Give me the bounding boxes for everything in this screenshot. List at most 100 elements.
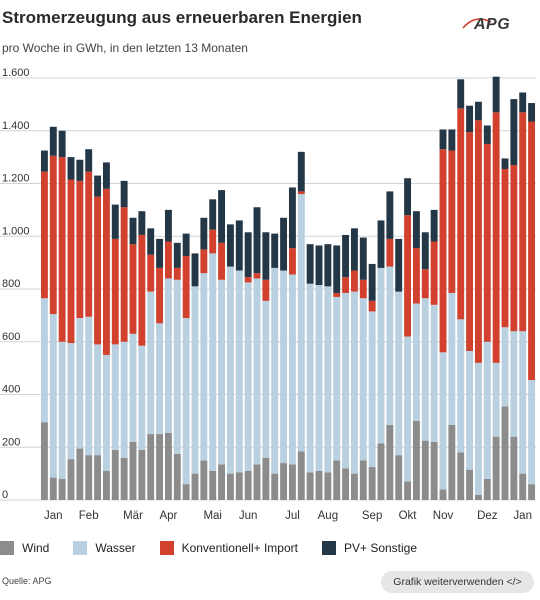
- bar-konventionell: [359, 279, 367, 299]
- bar-pv: [129, 217, 137, 245]
- bar-wind: [288, 464, 296, 500]
- bar-wind: [342, 468, 350, 500]
- x-tick-label: Feb: [79, 510, 99, 522]
- bar-pv: [350, 228, 358, 271]
- bar-wind: [200, 460, 208, 500]
- bar-wasser: [474, 362, 482, 495]
- bar-wind: [280, 463, 288, 500]
- bar-pv: [492, 76, 500, 113]
- bar-wasser: [421, 298, 429, 441]
- bar-wind: [421, 440, 429, 500]
- bar-pv: [528, 103, 536, 122]
- bar-konventionell: [421, 269, 429, 299]
- y-tick-label: 200: [2, 436, 20, 448]
- bar-pv: [297, 151, 305, 192]
- bar-pv: [271, 233, 279, 268]
- bar-wind: [182, 484, 190, 500]
- bar-wind: [466, 469, 474, 500]
- chart-title: Stromerzeugung aus erneuerbaren Energien: [2, 8, 362, 27]
- bar-pv: [67, 157, 75, 180]
- legend: Wind Wasser Konventionell+ Import PV+ So…: [0, 541, 441, 555]
- bar-pv: [342, 234, 350, 278]
- bar-pv: [386, 191, 394, 239]
- bar-wind: [253, 464, 261, 500]
- x-tick-label: Nov: [433, 510, 454, 522]
- bar-konventionell: [386, 238, 394, 267]
- bar-wind: [404, 481, 412, 500]
- x-tick-label: Apr: [159, 510, 177, 522]
- bar-wasser: [218, 279, 226, 465]
- bar-wasser: [200, 273, 208, 461]
- bar-wasser: [226, 266, 234, 474]
- bar-wasser: [235, 270, 243, 473]
- bar-wasser: [138, 345, 146, 450]
- bar-konventionell: [102, 188, 110, 355]
- bar-wind: [102, 470, 110, 500]
- bar-wasser: [324, 286, 332, 473]
- apg-logo-icon: [462, 18, 492, 29]
- y-tick-label: 1.200: [2, 173, 30, 185]
- chart-subtitle: pro Woche in GWh, in den letzten 13 Mona…: [2, 41, 248, 55]
- bar-wasser: [350, 291, 358, 474]
- bar-konventionell: [156, 267, 164, 324]
- bar-pv: [40, 150, 48, 172]
- bar-wasser: [85, 316, 93, 456]
- bar-wind: [474, 494, 482, 500]
- bar-wind: [483, 478, 491, 500]
- bar-wasser: [466, 350, 474, 470]
- legend-label-wind: Wind: [22, 541, 50, 555]
- bar-wasser: [439, 352, 447, 490]
- bar-konventionell: [528, 121, 536, 380]
- bar-konventionell: [209, 229, 217, 254]
- bar-wind: [350, 473, 358, 501]
- bar-wasser: [412, 303, 420, 421]
- bar-konventionell: [288, 248, 296, 275]
- bar-wind: [129, 441, 137, 500]
- bar-wind: [377, 443, 385, 500]
- bar-konventionell: [404, 215, 412, 337]
- x-tick-label: Aug: [318, 510, 338, 522]
- bar-wind: [386, 424, 394, 500]
- y-tick-label: 400: [2, 384, 20, 396]
- bar-wind: [235, 472, 243, 500]
- bar-konventionell: [244, 277, 252, 283]
- bar-wasser: [315, 285, 323, 471]
- bar-pv: [218, 190, 226, 243]
- bar-wasser: [94, 344, 102, 456]
- bar-pv: [147, 228, 155, 255]
- bar-konventionell: [457, 108, 465, 320]
- bar-wind: [244, 470, 252, 500]
- legend-swatch-wasser: [73, 541, 88, 555]
- bar-wind: [324, 472, 332, 500]
- bar-wasser: [368, 311, 376, 468]
- bar-pv: [111, 204, 119, 239]
- bar-wind: [49, 477, 57, 500]
- bar-pv: [324, 244, 332, 287]
- bar-pv: [138, 211, 146, 235]
- bar-pv: [226, 224, 234, 267]
- bar-konventionell: [129, 244, 137, 334]
- bar-konventionell: [439, 149, 447, 353]
- bar-konventionell: [297, 191, 305, 195]
- bar-konventionell: [253, 273, 261, 279]
- bar-wind: [94, 455, 102, 500]
- bar-pv: [164, 209, 172, 242]
- bar-pv: [182, 233, 190, 257]
- bar-pv: [235, 220, 243, 271]
- bar-wind: [85, 455, 93, 500]
- bar-konventionell: [49, 155, 57, 315]
- reuse-graphic-button[interactable]: Grafik weiterverwenden </>: [381, 571, 534, 593]
- bar-pv: [466, 105, 474, 133]
- bar-wasser: [395, 291, 403, 456]
- bar-wind: [492, 436, 500, 500]
- bar-pv: [457, 79, 465, 109]
- source-note: Quelle: APG: [2, 576, 52, 586]
- bar-wasser: [404, 336, 412, 482]
- bar-konventionell: [510, 165, 518, 332]
- bar-wasser: [173, 279, 181, 454]
- bar-konventionell: [501, 168, 509, 328]
- bar-wasser: [359, 298, 367, 461]
- stacked-bar-chart: 0 200 400 600 800 1.000 1.200 1.400 1.600 Jan Feb…: [0, 67, 536, 522]
- bar-wind: [164, 432, 172, 500]
- bar-wasser: [156, 323, 164, 435]
